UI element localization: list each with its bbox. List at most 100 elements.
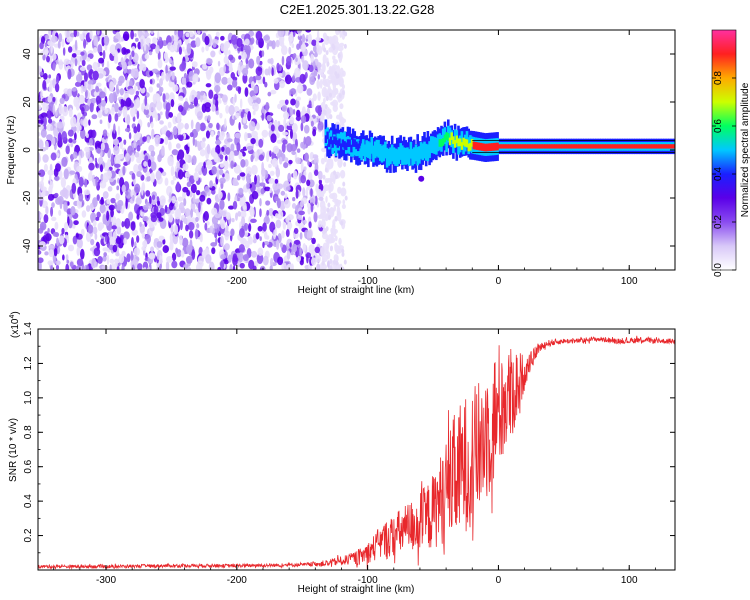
noise-blob: [131, 46, 136, 52]
noise-blob: [139, 221, 142, 228]
snr-line: [38, 335, 675, 570]
noise-blob: [250, 154, 254, 163]
noise-blob: [292, 53, 297, 59]
noise-blob: [74, 81, 81, 87]
noise-blob: [290, 31, 294, 37]
noise-blob: [278, 72, 283, 77]
ridge-core: [513, 144, 516, 149]
noise-blob: [212, 42, 217, 48]
noise-blob: [340, 220, 344, 226]
noise-blob: [279, 36, 283, 47]
noise-blob: [179, 219, 183, 231]
noise-blob: [306, 88, 313, 96]
noise-blob: [54, 221, 59, 231]
noise-blob: [63, 201, 68, 212]
noise-blob: [255, 181, 261, 188]
noise-blob: [135, 197, 142, 205]
noise-blob: [38, 169, 46, 177]
noise-blob: [102, 191, 109, 199]
noise-blob: [251, 164, 258, 176]
noise-blob: [269, 170, 275, 176]
noise-blob: [68, 138, 73, 143]
noise-blob: [97, 110, 103, 119]
noise-blob: [314, 246, 321, 254]
ridge-core: [549, 144, 552, 149]
noise-blob: [303, 136, 307, 145]
noise-blob: [225, 147, 231, 155]
noise-blob: [336, 45, 344, 52]
ridge-core: [465, 139, 469, 148]
noise-blob: [199, 149, 206, 157]
noise-blob: [271, 157, 279, 168]
noise-blob: [130, 250, 134, 262]
noise-blob: [282, 139, 288, 145]
noise-blob: [132, 194, 135, 202]
ridge-mid: [363, 144, 367, 162]
noise-blob: [241, 151, 246, 157]
noise-blob: [334, 216, 338, 222]
noise-blob: [59, 136, 63, 146]
ridge-core: [613, 144, 617, 149]
noise-blob: [301, 42, 306, 53]
snr-panel: -300 -200 -100 0 100 0.2 0.4 0.6 0.8 1.0 1.2 1.4 H…: [8, 311, 676, 595]
noise-blob: [148, 253, 156, 259]
x-tick-label: -100: [358, 276, 378, 287]
noise-blob: [307, 160, 310, 166]
noise-blob: [206, 159, 213, 170]
noise-blob: [79, 55, 83, 63]
signal-ridge: [324, 119, 675, 173]
noise-blob: [196, 110, 203, 121]
ridge-core: [419, 145, 423, 154]
colorbar-tick-label: 0.0: [713, 263, 724, 277]
noise-blob: [68, 244, 75, 252]
noise-blob: [300, 257, 304, 263]
noise-blob: [61, 38, 65, 48]
noise-blob: [63, 221, 69, 231]
noise-blob: [127, 60, 133, 66]
noise-blob: [291, 243, 298, 253]
noise-blob: [290, 186, 294, 192]
snr-y-label: SNR (10 * v/v): [8, 418, 19, 482]
noise-blob: [205, 69, 213, 77]
noise-blob: [113, 38, 119, 43]
noise-blob: [214, 232, 218, 239]
noise-blob: [48, 74, 52, 79]
noise-blob: [92, 70, 99, 81]
noise-blob: [210, 130, 215, 138]
noise-blob: [115, 84, 119, 93]
noise-blob: [99, 164, 104, 173]
ridge-core: [663, 144, 666, 149]
ridge-core: [564, 144, 567, 149]
noise-blob: [150, 172, 155, 183]
noise-blob: [189, 132, 194, 138]
noise-blob: [326, 35, 330, 41]
noise-blob: [200, 141, 206, 149]
noise-blob: [174, 209, 181, 220]
noise-blob: [133, 126, 138, 134]
noise-blob: [302, 243, 307, 253]
noise-blob: [181, 77, 187, 85]
noise-blob: [114, 102, 119, 113]
y-tick-label: -40: [22, 238, 33, 253]
ridge-core: [390, 152, 394, 161]
noise-blob: [192, 77, 196, 83]
noise-blob: [218, 169, 224, 176]
noise-blob: [148, 222, 155, 229]
noise-blob: [48, 118, 53, 124]
noise-blob: [324, 177, 330, 184]
noise-blob: [238, 187, 244, 195]
ridge-core: [547, 144, 550, 149]
noise-blob: [81, 210, 87, 218]
ridge-core: [350, 144, 353, 153]
noise-blob: [114, 201, 117, 210]
noise-blob: [329, 258, 333, 264]
noise-blob: [112, 129, 117, 140]
ridge-mid: [370, 136, 374, 154]
ridge-core: [610, 144, 613, 149]
ridge-core: [401, 145, 404, 154]
noise-blob: [264, 81, 268, 88]
noise-blob: [149, 102, 156, 112]
ridge-core: [343, 141, 346, 149]
ridge-core: [324, 135, 328, 144]
noise-blob: [300, 174, 307, 184]
